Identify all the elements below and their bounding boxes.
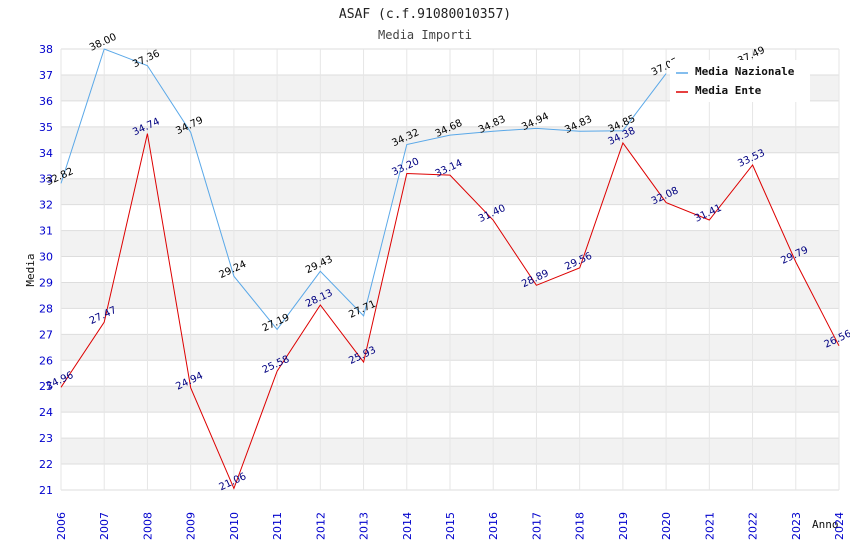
y-tick-label: 36 (39, 95, 53, 108)
y-tick-label: 25 (39, 380, 53, 393)
data-label: 29.24 (218, 259, 249, 281)
chart-subtitle: Media Importi (378, 28, 472, 42)
y-axis-label: Media (24, 253, 37, 286)
x-tick-label: 2024 (833, 512, 846, 540)
y-axis-ticks: 21 22 23 24 25 26 27 28 29 30 31 32 33 34 35 36 37 38 (39, 43, 53, 497)
legend-box (670, 60, 810, 102)
y-tick-label: 34 (39, 147, 53, 160)
series-line (60, 48, 667, 331)
x-tick-label: 2019 (617, 512, 630, 540)
x-tick-label: 2023 (790, 512, 803, 540)
grid-lines (60, 48, 840, 491)
x-tick-label: 2009 (185, 512, 198, 540)
x-tick-label: 2020 (660, 512, 673, 540)
x-tick-label: 2015 (444, 512, 457, 540)
y-tick-label: 27 (39, 328, 53, 341)
y-tick-label: 21 (39, 484, 53, 497)
y-tick-label: 23 (39, 432, 53, 445)
data-label: 31.40 (477, 203, 508, 225)
x-tick-label: 2022 (747, 512, 760, 540)
x-tick-label: 2016 (487, 512, 500, 540)
x-tick-label: 2008 (141, 512, 154, 540)
x-tick-label: 2006 (55, 512, 68, 540)
y-tick-label: 30 (39, 251, 53, 264)
y-tick-label: 22 (39, 458, 53, 471)
chart-title: ASAF (c.f.91080010357) (339, 7, 511, 22)
y-tick-label: 32 (39, 199, 53, 212)
legend: Media Nazionale Media Ente (670, 60, 810, 102)
series-line (60, 133, 840, 490)
x-tick-label: 2013 (358, 512, 371, 540)
y-tick-label: 38 (39, 43, 53, 56)
data-label: 38.00 (88, 32, 119, 54)
y-tick-label: 24 (39, 406, 53, 419)
x-tick-label: 2021 (703, 512, 716, 540)
data-label: 33.14 (434, 158, 465, 180)
y-tick-label: 35 (39, 121, 53, 134)
legend-label-nazionale: Media Nazionale (695, 65, 795, 78)
y-tick-label: 29 (39, 276, 53, 289)
data-label: 33.20 (390, 156, 421, 178)
y-tick-label: 28 (39, 302, 53, 315)
x-tick-label: 2007 (98, 512, 111, 540)
x-tick-label: 2010 (228, 512, 241, 540)
series-lines (60, 48, 840, 490)
x-axis-label: Anno (812, 518, 839, 531)
y-tick-label: 33 (39, 173, 53, 186)
x-axis-ticks: 2006 2007 2008 2009 2010 2011 2012 2013 2014 2015… (55, 512, 846, 540)
x-tick-label: 2018 (574, 512, 587, 540)
y-tick-label: 31 (39, 225, 53, 238)
x-tick-label: 2014 (401, 512, 414, 540)
data-label: 37.36 (131, 48, 162, 70)
y-tick-label: 26 (39, 354, 53, 367)
x-tick-label: 2011 (271, 512, 284, 540)
legend-label-ente: Media Ente (695, 84, 762, 97)
y-tick-label: 37 (39, 69, 53, 82)
data-label: 31.41 (693, 203, 724, 225)
x-tick-label: 2017 (530, 512, 543, 540)
x-tick-label: 2012 (314, 512, 327, 540)
